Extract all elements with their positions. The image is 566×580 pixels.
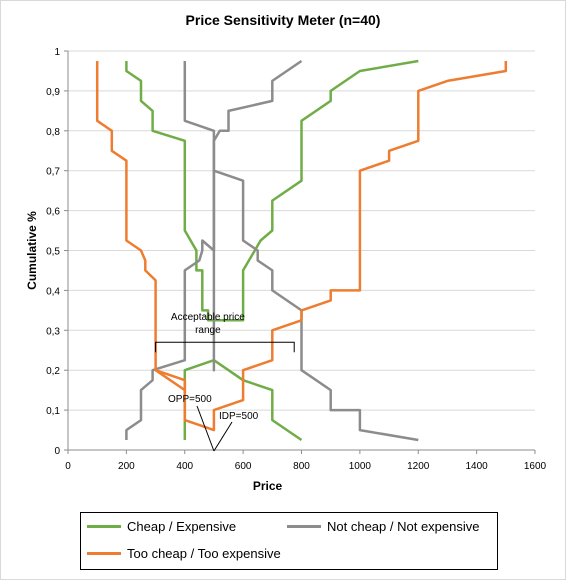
legend-item-not-cheap-not-expensive: Not cheap / Not expensive bbox=[287, 519, 479, 534]
legend-label-not-cheap-not-expensive: Not cheap / Not expensive bbox=[327, 519, 480, 534]
y-tick-label: 1 bbox=[54, 47, 60, 58]
y-tick-label: 0,9 bbox=[46, 87, 60, 98]
y-tick-label: 0 bbox=[54, 446, 60, 457]
x-tick-label: 200 bbox=[118, 461, 135, 472]
x-tick-label: 600 bbox=[235, 461, 252, 472]
idp-callout-line bbox=[213, 421, 233, 452]
x-tick-label: 800 bbox=[293, 461, 310, 472]
chart-legend: Cheap / Expensive Not cheap / Not expens… bbox=[80, 512, 498, 570]
x-tick-label: 0 bbox=[65, 461, 71, 472]
y-tick-label: 0,2 bbox=[46, 366, 60, 377]
legend-swatch-cheap-expensive bbox=[87, 525, 121, 528]
series-line-too-cheap-too-expensive bbox=[154, 369, 187, 392]
series-line-cheap-expensive bbox=[125, 59, 419, 322]
x-axis-title: Price bbox=[253, 479, 283, 493]
legend-swatch-not-cheap-not-expensive bbox=[287, 525, 321, 528]
legend-label-too-cheap-too-expensive: Too cheap / Too expensive bbox=[127, 546, 281, 561]
opp-callout-line bbox=[196, 405, 215, 452]
y-axis-title: Cumulative % bbox=[25, 211, 39, 290]
series-line-too-cheap-too-expensive bbox=[95, 61, 508, 432]
y-tick-label: 0,1 bbox=[46, 406, 60, 417]
y-tick-label: 0,6 bbox=[46, 207, 60, 218]
annotation-opp: OPP=500 bbox=[168, 394, 212, 405]
acceptable-range-bracket bbox=[155, 341, 295, 353]
y-tick-label: 0,4 bbox=[46, 286, 60, 297]
annotation-idp: IDP=500 bbox=[219, 411, 259, 422]
x-tick-label: 1000 bbox=[349, 461, 372, 472]
y-tick-label: 0,3 bbox=[46, 326, 60, 337]
y-tick-label: 0,8 bbox=[46, 127, 60, 138]
x-tick-label: 1600 bbox=[524, 461, 547, 472]
annotation-acceptable-range-line1: Acceptable price bbox=[171, 312, 245, 323]
series-line-not-cheap-not-expensive bbox=[125, 59, 303, 440]
legend-item-cheap-expensive: Cheap / Expensive bbox=[87, 519, 236, 534]
legend-label-cheap-expensive: Cheap / Expensive bbox=[127, 519, 237, 534]
x-tick-label: 1200 bbox=[407, 461, 430, 472]
legend-swatch-too-cheap-too-expensive bbox=[87, 552, 121, 555]
y-tick-label: 0,5 bbox=[46, 247, 60, 258]
legend-item-too-cheap-too-expensive: Too cheap / Too expensive bbox=[87, 546, 281, 561]
x-tick-label: 400 bbox=[176, 461, 193, 472]
series-line-not-cheap-not-expensive bbox=[183, 61, 419, 442]
y-tick-label: 0,7 bbox=[46, 167, 60, 178]
chart-title: Price Sensitivity Meter (n=40) bbox=[185, 12, 381, 28]
annotation-acceptable-range-line2: range bbox=[195, 325, 221, 336]
x-tick-label: 1400 bbox=[466, 461, 489, 472]
